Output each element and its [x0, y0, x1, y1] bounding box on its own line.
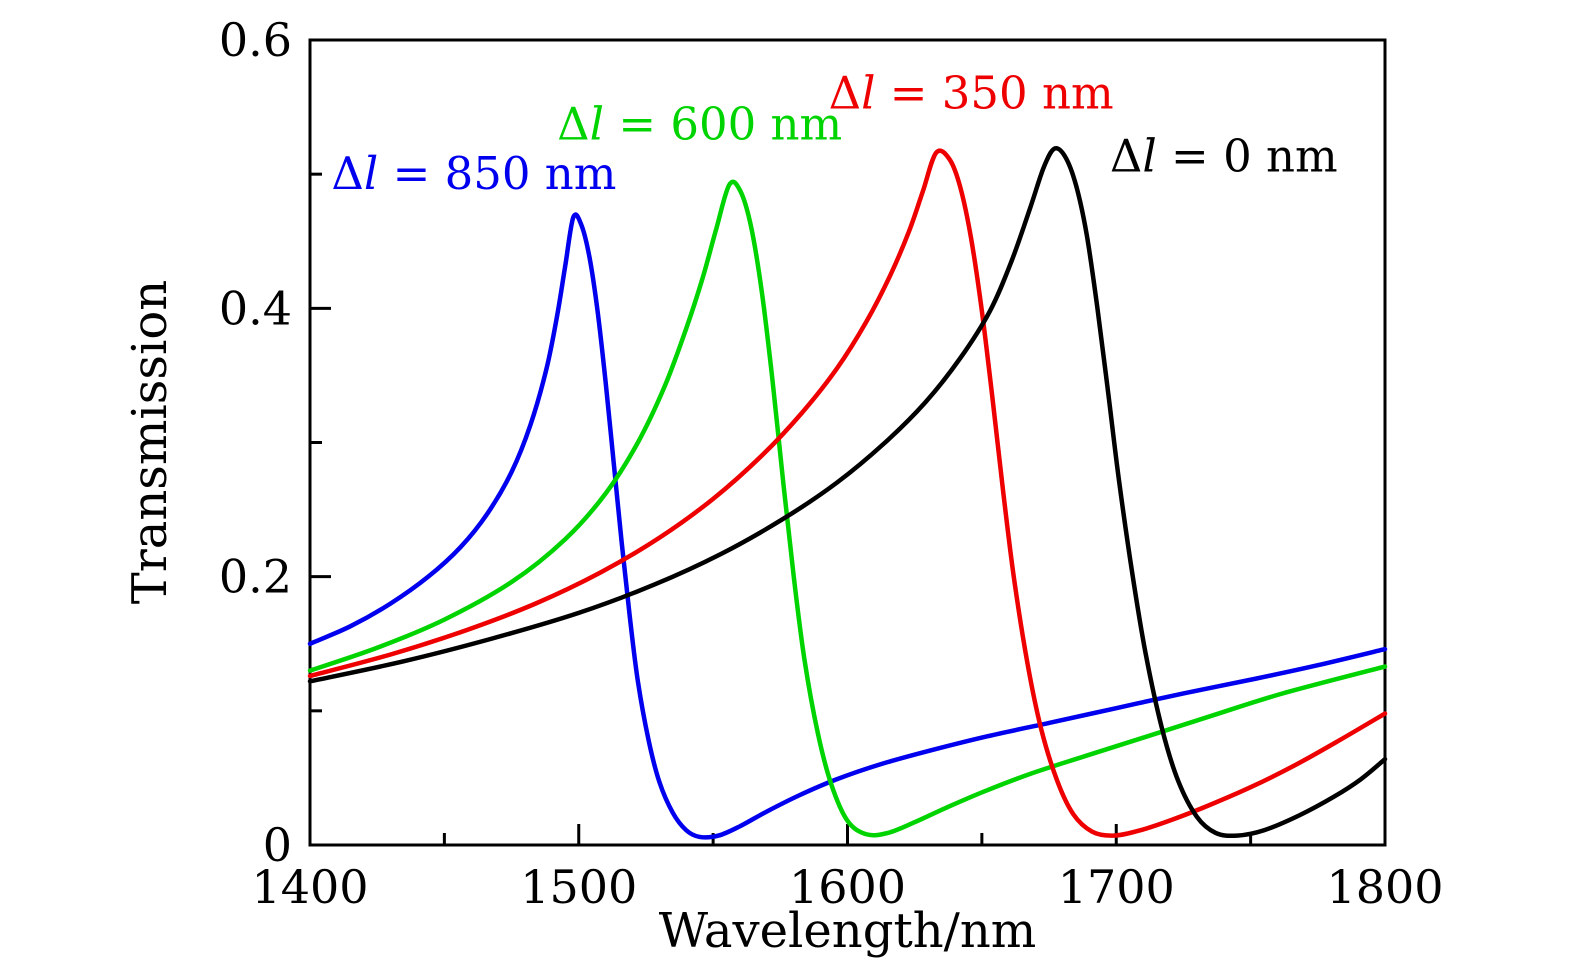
x-tick-label: 1600 — [789, 860, 906, 914]
plot-frame — [308, 38, 1387, 847]
x-tick-label: 1800 — [1326, 860, 1443, 914]
x-tick-label: 1500 — [520, 860, 637, 914]
series-label-1: Δl = 600 nm — [557, 98, 842, 151]
y-axis-title: Transmission — [122, 279, 178, 605]
y-tick-label: 0.6 — [219, 13, 292, 67]
series-line-0 — [307, 212, 1388, 840]
series-line-1 — [307, 179, 1388, 838]
series-line-3 — [307, 146, 1388, 839]
x-axis-title: Wavelength/nm — [658, 903, 1037, 959]
y-tick-label: 0.4 — [219, 281, 292, 335]
x-tick-label: 1700 — [1058, 860, 1175, 914]
y-tick-label: 0 — [263, 818, 292, 872]
x-tick-label: 1400 — [251, 860, 368, 914]
series-line-2 — [307, 148, 1388, 838]
series-label-2: Δl = 350 nm — [829, 67, 1114, 120]
series-label-3: Δl = 0 nm — [1110, 130, 1338, 183]
series-label-0: Δl = 850 nm — [331, 147, 616, 200]
y-tick-label: 0.2 — [219, 550, 292, 604]
